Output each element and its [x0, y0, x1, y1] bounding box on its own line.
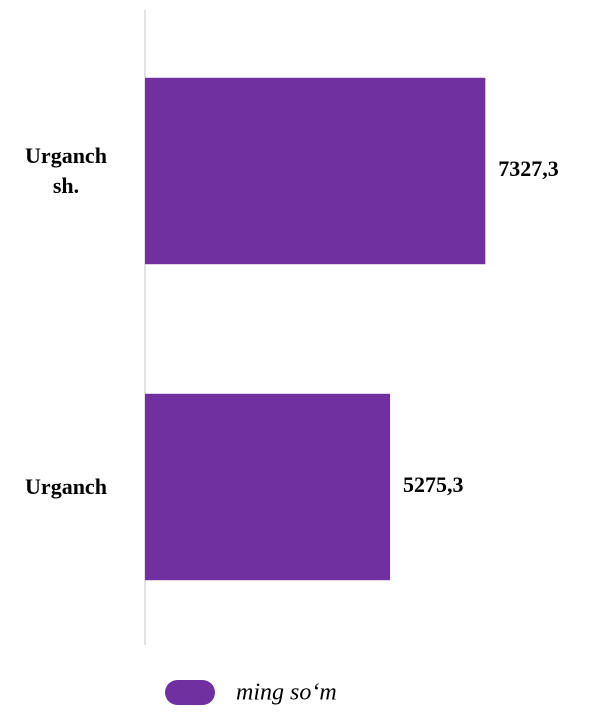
y-tick-label: Urganch — [0, 472, 132, 502]
bar — [145, 77, 486, 265]
bar — [145, 393, 391, 581]
data-label: 5275,3 — [403, 472, 464, 497]
category-text: Urganch — [25, 474, 107, 499]
category-text: Urganch sh. — [25, 143, 107, 198]
data-label: 7327,3 — [498, 156, 559, 181]
y-tick-label: Urganch sh. — [0, 141, 132, 201]
legend-label: ming so‘m — [236, 680, 337, 706]
legend-swatch — [165, 680, 215, 705]
